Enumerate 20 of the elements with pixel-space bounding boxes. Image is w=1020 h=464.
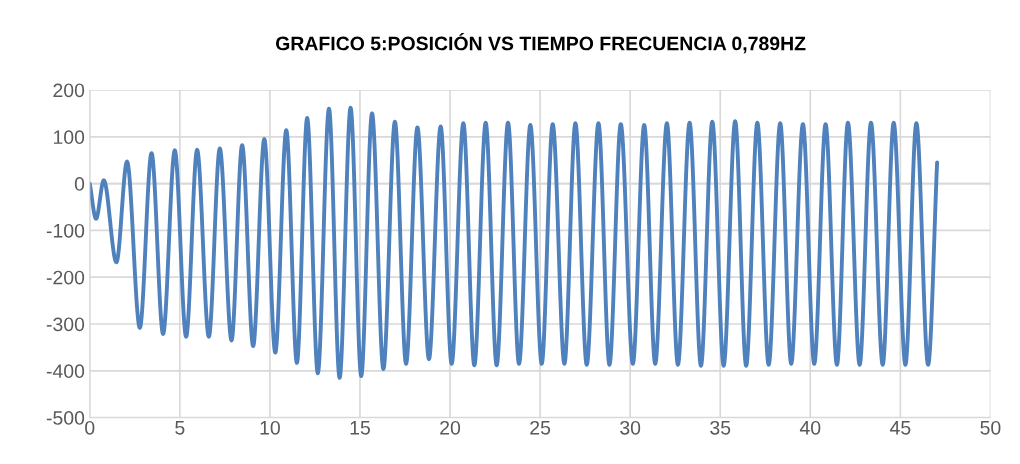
y-tick-label: -300 bbox=[46, 317, 85, 332]
x-tick-label: 15 bbox=[350, 421, 370, 435]
y-tick-label: 200 bbox=[53, 83, 85, 98]
y-tick-label: -500 bbox=[46, 411, 85, 425]
x-tick-label: 35 bbox=[710, 420, 731, 435]
y-tick-label: -100 bbox=[46, 223, 85, 238]
x-tick-label: 45 bbox=[889, 421, 911, 435]
y-tick-label: -200 bbox=[46, 270, 85, 285]
x-tick-label: 20 bbox=[440, 420, 461, 435]
x-tick-label: 5 bbox=[175, 421, 185, 435]
x-tick-label: 40 bbox=[799, 420, 821, 435]
x-tick-label: 10 bbox=[260, 420, 280, 435]
x-tick-label: 30 bbox=[620, 420, 641, 435]
x-tick-label: 25 bbox=[530, 420, 551, 435]
chart-title: GRAFICO 5:POSICIÓN VS TIEMPO FRECUENCIA 0,789HZ bbox=[275, 32, 806, 54]
y-tick-label: 100 bbox=[53, 130, 85, 145]
y-tick-label: 0 bbox=[74, 177, 85, 191]
x-tick-label: 0 bbox=[85, 420, 95, 435]
y-tick-label: -400 bbox=[46, 364, 85, 379]
x-tick-label: 50 bbox=[980, 420, 1001, 435]
